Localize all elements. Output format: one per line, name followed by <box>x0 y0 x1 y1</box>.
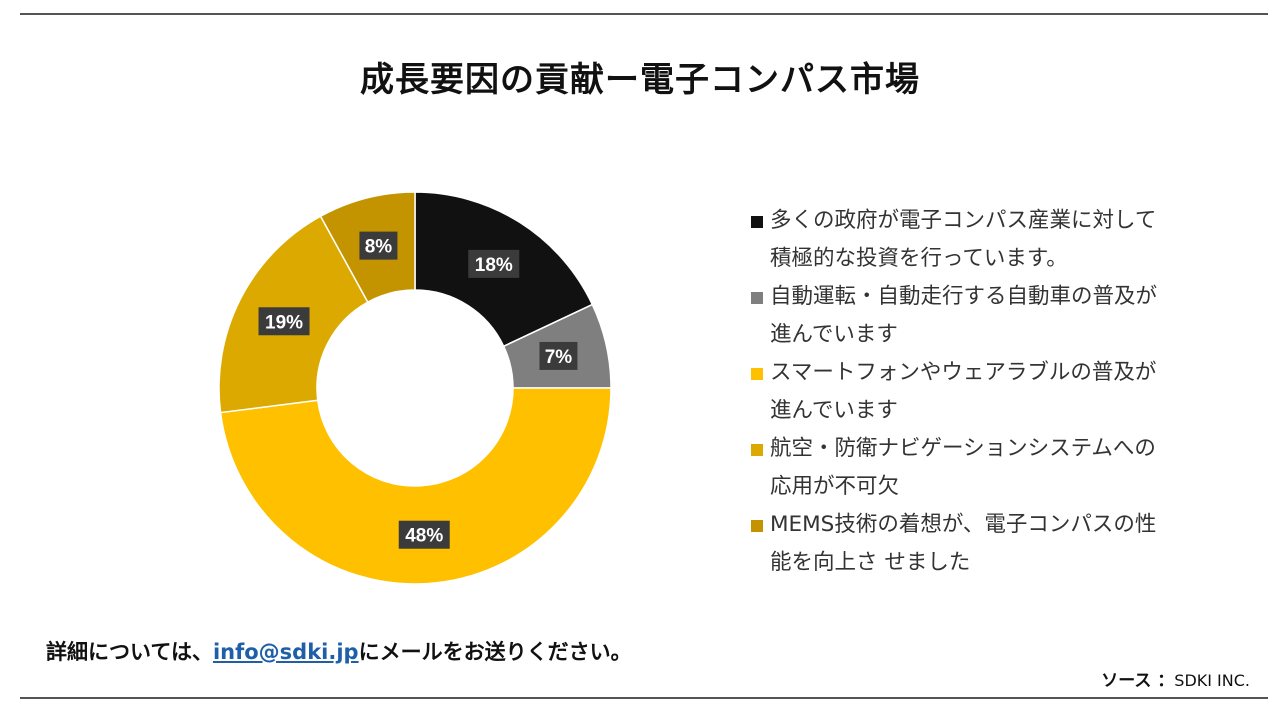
legend-label-line2: 能を向上さ せました <box>770 550 971 575</box>
contact-footer: 詳細については、info@sdki.jpにメールをお送りください。 <box>46 636 632 666</box>
legend-swatch <box>751 444 763 456</box>
legend-label-line1: 航空・防衛ナビゲーションシステムへの <box>770 436 1156 461</box>
legend-label-line1: MEMS技術の着想が、電子コンパスの性 <box>770 512 1157 537</box>
legend-label-line2: 進んでいます <box>770 398 898 423</box>
legend-swatch <box>751 216 763 228</box>
legend-label-line1: 自動運転・自動走行する自動車の普及が <box>770 284 1158 309</box>
legend: 多くの政府が電子コンパス産業に対して 積極的な投資を行っています。 自動運転・自… <box>748 202 1218 582</box>
donut-slice <box>219 387 612 585</box>
legend-item-government-investment: 多くの政府が電子コンパス産業に対して 積極的な投資を行っています。 <box>748 202 1218 278</box>
legend-swatch <box>751 292 763 304</box>
source-value: SDKI INC. <box>1174 671 1250 690</box>
legend-swatch <box>751 520 763 532</box>
footer-suffix: にメールをお送りください。 <box>358 640 632 664</box>
legend-item-autonomous-vehicles: 自動運転・自動走行する自動車の普及が 進んでいます <box>748 278 1218 354</box>
legend-swatch <box>751 368 763 380</box>
data-label-box <box>258 307 310 336</box>
data-label: 7% <box>539 341 578 370</box>
source-label: ソース ： <box>1101 671 1175 691</box>
data-label-text: 8% <box>365 237 393 258</box>
data-label-box <box>539 341 578 370</box>
data-label: 48% <box>398 520 450 549</box>
source-note: ソース ：SDKI INC. <box>1101 666 1250 691</box>
legend-item-mems-technology: MEMS技術の着想が、電子コンパスの性 能を向上さ せました <box>748 506 1218 582</box>
data-label-text: 7% <box>545 347 573 368</box>
legend-label-line1: スマートフォンやウェアラブルの普及が <box>770 360 1157 385</box>
data-label-text: 19% <box>265 312 303 333</box>
legend-label-line2: 応用が不可欠 <box>770 474 900 499</box>
donut-chart: 18% 7% 48% 19% 8% <box>218 191 612 585</box>
data-label-text: 48% <box>405 526 443 547</box>
footer-prefix: 詳細については、 <box>46 640 213 664</box>
data-label: 8% <box>359 231 398 260</box>
data-label-box <box>468 249 520 278</box>
legend-item-smartphones-wearables: スマートフォンやウェアラブルの普及が 進んでいます <box>748 354 1218 430</box>
data-label-box <box>398 520 450 549</box>
top-divider <box>20 13 1268 15</box>
legend-label-line2: 積極的な投資を行っています。 <box>770 246 1068 271</box>
data-label: 19% <box>258 307 310 336</box>
legend-label-line2: 進んでいます <box>770 322 898 347</box>
data-label-box <box>359 231 398 260</box>
email-link[interactable]: info@sdki.jp <box>212 640 359 664</box>
legend-label-line1: 多くの政府が電子コンパス産業に対して <box>770 208 1157 233</box>
data-label: 18% <box>468 249 520 278</box>
data-label-text: 18% <box>475 255 513 276</box>
chart-title: 成長要因の貢献ー電子コンパス市場 <box>360 60 920 100</box>
bottom-divider <box>20 697 1268 699</box>
legend-item-aviation-defense: 航空・防衛ナビゲーションシステムへの 応用が不可欠 <box>748 430 1218 506</box>
